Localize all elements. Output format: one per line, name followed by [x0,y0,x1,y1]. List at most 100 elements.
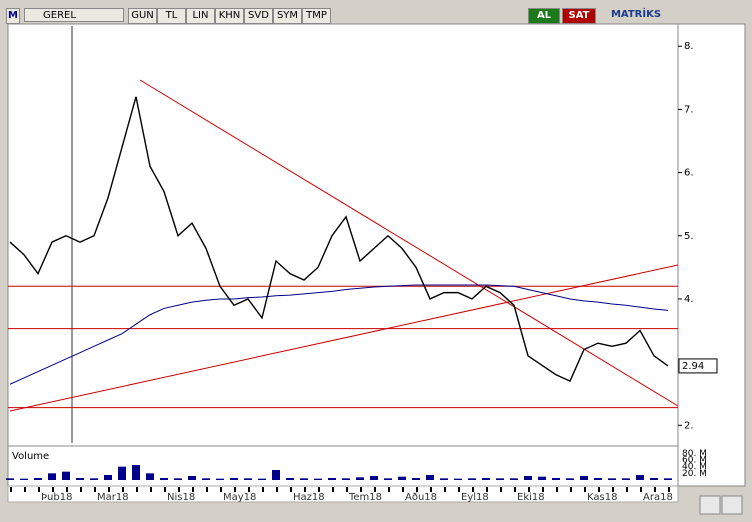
volume-bar [286,478,294,480]
volume-bar [48,473,56,480]
time-tick [234,487,236,492]
volume-bar [90,478,98,480]
y-tick-label: 5. [684,231,694,242]
volume-bar [272,470,280,480]
time-tick [472,487,474,492]
time-tick [206,487,208,492]
volume-bar [314,478,322,480]
trendline [9,264,679,412]
volume-bar [244,478,252,480]
volume-bar [594,478,602,480]
volume-bar [566,478,574,480]
volume-bar [412,478,420,480]
time-tick [38,487,40,492]
time-strip [7,485,679,503]
y-tick-label: 2. [684,420,694,431]
time-tick [542,487,544,492]
time-tick [626,487,628,492]
volume-bar [356,477,364,480]
time-tick [108,487,110,492]
volume-bar [6,478,14,480]
x-tick-label: Mar18 [97,492,129,503]
time-tick [612,487,614,492]
time-tick [136,487,138,492]
volume-bar [384,478,392,480]
time-tick [10,487,12,492]
volume-bar [300,478,308,480]
volume-bar [496,478,504,480]
toolbar-button[interactable]: TL [157,8,186,24]
time-tick [248,487,250,492]
time-tick [500,487,502,492]
time-tick [360,487,362,492]
time-tick [458,487,460,492]
volume-bar [552,478,560,480]
y-tick-label: 8. [684,41,694,52]
time-tick [80,487,82,492]
time-tick [570,487,572,492]
time-tick [402,487,404,492]
volume-tick-label: 80. M [682,449,707,459]
price-line [9,96,669,383]
time-tick [528,487,530,492]
volume-bar [188,476,196,480]
time-tick [290,487,292,492]
time-tick [654,487,656,492]
x-tick-label: Haz18 [293,492,325,503]
volume-bar [34,478,42,480]
time-tick [640,487,642,492]
volume-tick-label: 40. M [682,462,707,472]
price-line [9,284,669,385]
volume-bar [510,478,518,480]
x-tick-label: Eki18 [517,492,545,503]
x-tick-label: Kas18 [587,492,617,503]
time-tick [122,487,124,492]
x-tick-label: Eyl18 [461,492,489,503]
time-tick [220,487,222,492]
toolbar-button[interactable]: LIN [186,8,215,24]
time-tick [164,487,166,492]
toolbar-button[interactable]: SYM [273,8,302,24]
volume-bar [76,478,84,480]
volume-bar [202,478,210,480]
volume-bar [398,476,406,480]
time-tick [318,487,320,492]
volume-bar [328,478,336,480]
toolbar-button[interactable]: TMP [302,8,331,24]
toolbar-button[interactable]: KHN [215,8,244,24]
time-tick [556,487,558,492]
refresh-button[interactable] [699,495,721,515]
volume-bar [664,478,672,480]
settings-button[interactable] [721,495,743,515]
time-tick [24,487,26,492]
volume-bar [104,475,112,480]
toolbar-button[interactable]: GUN [128,8,157,24]
time-tick [178,487,180,492]
time-tick [304,487,306,492]
volume-bar [454,478,462,480]
time-tick [150,487,152,492]
volume-bar [216,478,224,480]
y-tick-label: 4. [684,294,694,305]
volume-bar [650,478,658,480]
volume-bar [524,476,532,480]
volume-bar [370,476,378,480]
x-tick-label: May18 [223,492,256,503]
volume-bar [160,478,168,480]
time-tick [486,487,488,492]
volume-bar [608,478,616,480]
volume-bar [426,475,434,480]
volume-label: Volume [12,451,49,462]
time-tick [416,487,418,492]
time-tick [444,487,446,492]
volume-bar [468,478,476,480]
last-price-box [678,358,718,374]
symbol-box[interactable]: GEREL [24,8,124,22]
toolbar-button[interactable]: SVD [244,8,273,24]
time-tick [52,487,54,492]
volume-bar [146,473,154,480]
last-price: 2.94 [682,361,704,372]
time-tick [66,487,68,492]
x-tick-label: Aðu18 [405,492,437,503]
